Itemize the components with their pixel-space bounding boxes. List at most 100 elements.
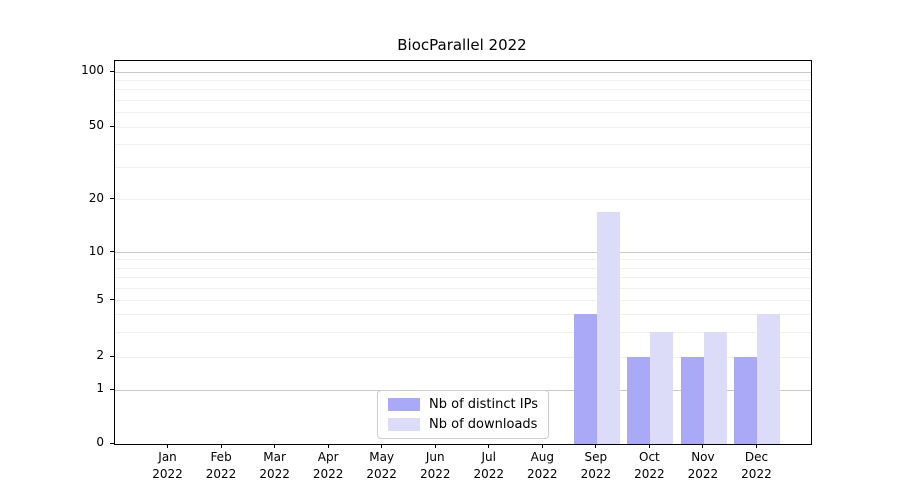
y-tick-mark-5 — [110, 299, 114, 301]
x-tick-mark-jul — [488, 444, 490, 448]
gridline-y-90 — [115, 80, 811, 82]
x-tick-mark-nov — [702, 444, 704, 448]
x-tick-label-feb: Feb 2022 — [181, 449, 261, 483]
chart-title: BiocParallel 2022 — [397, 36, 527, 54]
bar-downloads-dec — [757, 314, 781, 444]
y-tick-label-20: 20 — [88, 190, 104, 205]
x-tick-mark-feb — [220, 444, 222, 448]
x-tick-month: Jan — [158, 450, 177, 464]
x-tick-label-dec: Dec 2022 — [716, 449, 796, 483]
x-tick-label-jul: Jul 2022 — [449, 449, 529, 483]
y-tick-label-100: 100 — [81, 63, 104, 78]
legend-swatch-distinct-ips — [388, 398, 421, 411]
legend-item-distinct-ips: Nb of distinct IPs — [388, 397, 538, 412]
x-tick-year: 2022 — [741, 467, 772, 481]
x-tick-mark-aug — [541, 444, 543, 448]
bar-downloads-sep — [596, 212, 620, 444]
x-tick-month: Sep — [584, 450, 608, 464]
legend-label-distinct-ips: Nb of distinct IPs — [429, 397, 538, 412]
x-tick-month: May — [369, 450, 395, 464]
y-tick-label-10: 10 — [88, 243, 104, 258]
x-tick-mark-oct — [648, 444, 650, 448]
y-tick-mark-1 — [110, 388, 114, 390]
x-tick-mark-jan — [167, 444, 169, 448]
x-tick-mark-dec — [755, 444, 757, 448]
legend: Nb of distinct IPs Nb of downloads — [377, 390, 549, 439]
x-tick-month: Mar — [263, 450, 286, 464]
x-tick-month: Jul — [481, 450, 496, 464]
y-tick-mark-100 — [110, 70, 114, 72]
legend-swatch-downloads — [388, 418, 421, 431]
x-tick-label-aug: Aug 2022 — [502, 449, 582, 483]
gridline-y-2 — [115, 356, 811, 358]
gridline-y-20 — [115, 199, 811, 201]
x-tick-year: 2022 — [366, 467, 397, 481]
plot-area: Nb of distinct IPs Nb of downloads — [114, 60, 812, 445]
bar-ips-sep — [573, 314, 597, 444]
y-tick-mark-0 — [110, 442, 114, 444]
x-tick-label-nov: Nov 2022 — [663, 449, 743, 483]
gridline-y-3 — [115, 331, 811, 333]
y-tick-mark-50 — [110, 125, 114, 127]
x-tick-year: 2022 — [259, 467, 290, 481]
x-tick-month: Apr — [317, 450, 339, 464]
gridline-y-70 — [115, 100, 811, 102]
x-tick-year: 2022 — [527, 467, 558, 481]
gridline-y-100 — [115, 71, 811, 73]
x-tick-year: 2022 — [205, 467, 237, 481]
x-tick-mark-sep — [595, 444, 597, 448]
y-tick-mark-20 — [110, 198, 114, 200]
x-tick-label-apr: Apr 2022 — [288, 449, 368, 483]
bar-ips-nov — [680, 357, 704, 444]
x-tick-label-sep: Sep 2022 — [556, 449, 636, 483]
gridline-y-4 — [115, 313, 811, 315]
bar-downloads-oct — [650, 332, 674, 444]
x-tick-month: Oct — [639, 450, 660, 464]
gridline-y-40 — [115, 144, 811, 146]
x-tick-month: Nov — [691, 450, 715, 464]
y-tick-label-0: 0 — [96, 435, 104, 449]
gridline-y-7 — [115, 276, 811, 278]
x-tick-year: 2022 — [419, 467, 451, 481]
x-tick-year: 2022 — [687, 467, 719, 481]
x-tick-year: 2022 — [580, 467, 612, 481]
x-tick-label-mar: Mar 2022 — [235, 449, 315, 483]
gridline-y-6 — [115, 287, 811, 289]
x-tick-month: Aug — [530, 450, 555, 464]
x-tick-mark-may — [381, 444, 383, 448]
y-tick-label-2: 2 — [96, 348, 104, 363]
bar-downloads-nov — [703, 332, 727, 444]
gridline-y-50 — [115, 126, 811, 128]
x-tick-mark-mar — [274, 444, 276, 448]
gridline-y-60 — [115, 112, 811, 114]
x-tick-year: 2022 — [152, 467, 183, 481]
x-tick-label-jan: Jan 2022 — [128, 449, 208, 483]
y-tick-label-50: 50 — [88, 118, 104, 133]
y-tick-label-1: 1 — [96, 381, 104, 396]
gridline-y-30 — [115, 167, 811, 169]
x-tick-label-may: May 2022 — [342, 449, 422, 483]
x-tick-label-jun: Jun 2022 — [395, 449, 475, 483]
x-tick-mark-jun — [434, 444, 436, 448]
legend-item-downloads: Nb of downloads — [388, 417, 538, 432]
x-tick-mark-apr — [327, 444, 329, 448]
gridline-y-9 — [115, 259, 811, 261]
x-tick-month: Feb — [210, 450, 232, 464]
y-tick-mark-10 — [110, 251, 114, 252]
x-tick-month: Jun — [425, 450, 445, 464]
x-tick-year: 2022 — [312, 467, 344, 481]
y-tick-mark-2 — [110, 355, 114, 357]
gridline-y-10 — [115, 252, 811, 253]
bar-ips-oct — [627, 357, 651, 444]
bar-ips-dec — [734, 357, 758, 444]
legend-label-downloads: Nb of downloads — [429, 417, 538, 432]
y-tick-label-5: 5 — [96, 291, 104, 306]
x-tick-year: 2022 — [634, 467, 665, 481]
gridline-y-5 — [115, 300, 811, 302]
x-tick-label-oct: Oct 2022 — [609, 449, 689, 483]
x-tick-month: Dec — [744, 450, 769, 464]
gridline-y-8 — [115, 267, 811, 269]
gridline-y-80 — [115, 89, 811, 91]
x-tick-year: 2022 — [473, 467, 505, 481]
